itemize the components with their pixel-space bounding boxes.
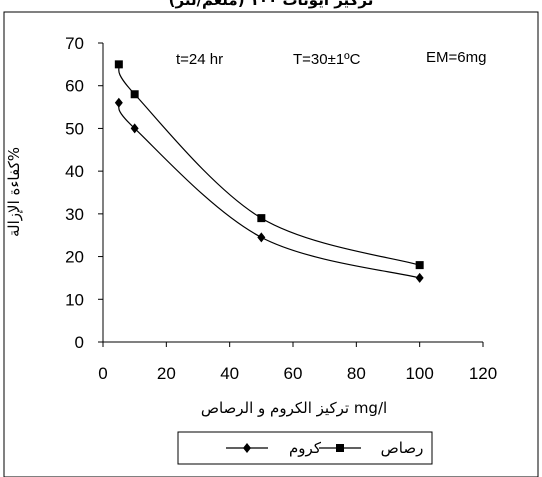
x-tick-label: 60 [284,364,303,383]
y-axis-label: كفاءة الإزالة% [5,147,23,237]
y-tick-label: 0 [75,333,84,352]
x-tick-label: 40 [220,364,239,383]
x-tick-label: 0 [98,364,107,383]
x-tick-label: 100 [405,364,433,383]
data-point-diamond [257,232,266,243]
y-axis-ticks: 0 10 20 30 40 50 60 70 [65,34,103,352]
y-tick-label: 50 [65,119,84,138]
data-point-diamond [114,97,123,108]
legend-marker-diamond [243,443,251,453]
series-line-1 [118,64,420,266]
data-point-diamond [415,272,424,283]
data-point-square [415,261,424,270]
annotation-mass: EM=6mg [426,49,486,66]
data-point-diamond [130,123,139,134]
y-tick-label: 70 [65,34,84,53]
data-point-square [114,60,123,69]
legend-entries: كروم رصاص [226,439,423,457]
data-point-square [130,90,139,99]
data-point-square [257,214,266,223]
x-axis-label: تركيز الكروم و الرصاص mg/l [201,399,387,417]
legend-box [177,431,433,465]
y-tick-label: 40 [65,162,84,181]
y-tick-label: 60 [65,77,84,96]
chart-frame [3,11,539,477]
y-tick-label: 20 [65,248,84,267]
x-tick-label: 120 [469,364,497,383]
legend-label: كروم [289,439,322,457]
y-tick-label: 10 [65,290,84,309]
legend-marker-square [336,444,344,452]
x-tick-label: 20 [157,364,176,383]
chart-title-clipped: تركيز أيونات ١٠٠ (ملغم/لتر) [168,0,374,9]
series-line-0 [118,102,420,279]
x-tick-label: 80 [347,364,366,383]
y-tick-label: 30 [65,205,84,224]
annotation-time: t=24 hr [176,51,223,68]
series-layer [114,60,424,283]
x-axis-ticks: 0 20 40 60 80 100 120 [98,342,497,383]
annotation-temperature: T=30±1ºC [293,51,361,68]
legend: كروم رصاص [177,431,433,465]
legend-label: رصاص [381,439,424,457]
